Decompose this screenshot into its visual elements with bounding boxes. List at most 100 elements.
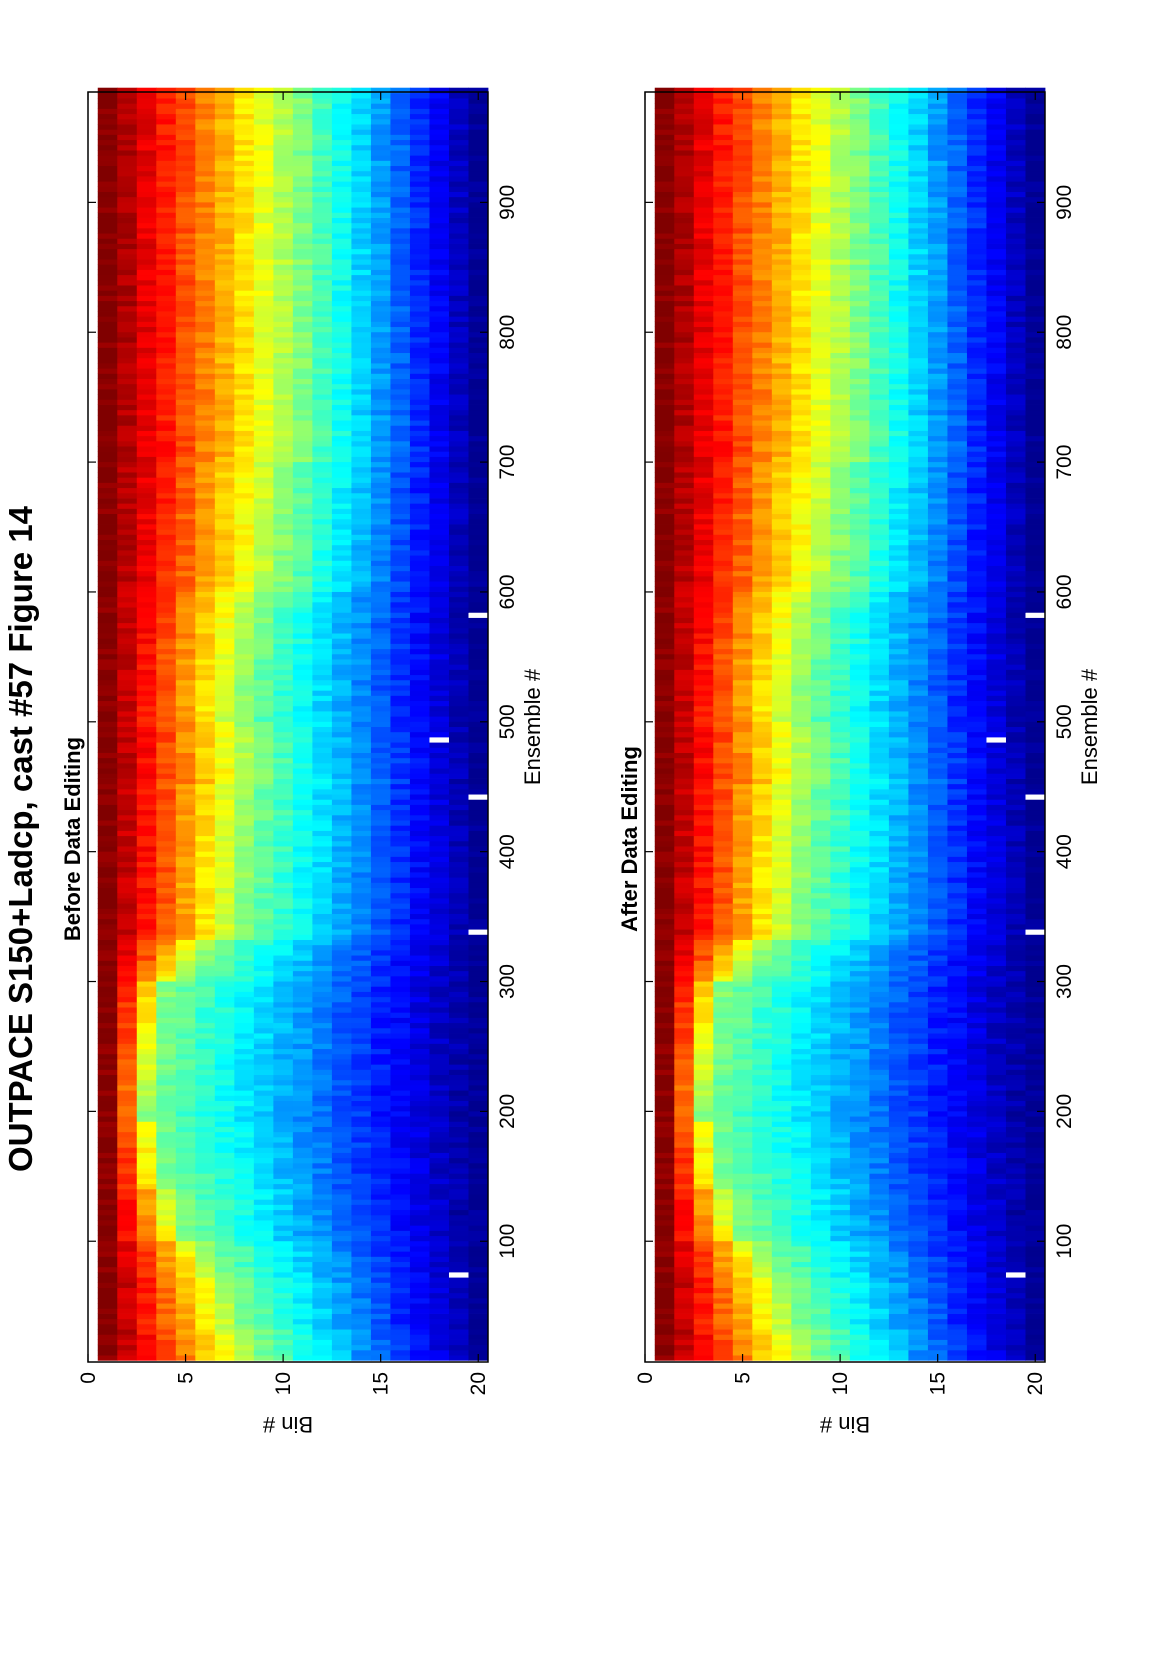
heatmap-cell bbox=[429, 1053, 450, 1060]
heatmap-cell bbox=[409, 1209, 430, 1216]
heatmap-cell bbox=[117, 835, 138, 842]
heatmap-cell bbox=[97, 970, 118, 977]
heatmap-cell bbox=[429, 337, 450, 343]
heatmap-cell bbox=[117, 212, 138, 218]
heatmap-cell bbox=[234, 227, 255, 234]
heatmap-cell bbox=[468, 155, 489, 161]
heatmap-cell bbox=[292, 103, 313, 109]
heatmap-cell bbox=[136, 1173, 157, 1179]
heatmap-cell bbox=[429, 1142, 450, 1148]
heatmap-cell bbox=[234, 1220, 255, 1226]
heatmap-cell bbox=[117, 316, 138, 322]
heatmap-cell bbox=[351, 170, 372, 177]
heatmap-cell bbox=[234, 1017, 255, 1024]
heatmap-cell bbox=[195, 139, 216, 146]
heatmap-cell bbox=[97, 586, 118, 592]
heatmap-cell bbox=[351, 1090, 372, 1096]
heatmap-cell bbox=[253, 388, 274, 395]
heatmap-cell bbox=[448, 1313, 469, 1320]
heatmap-cell bbox=[117, 700, 138, 707]
heatmap-cell bbox=[234, 825, 255, 831]
heatmap-cell bbox=[429, 191, 450, 198]
heatmap-cell bbox=[117, 1318, 138, 1325]
heatmap-cell bbox=[312, 685, 333, 691]
heatmap-cell bbox=[409, 103, 430, 109]
heatmap-cell bbox=[448, 627, 469, 634]
heatmap-cell bbox=[390, 321, 411, 328]
heatmap-cell bbox=[292, 783, 313, 790]
heatmap-cell bbox=[312, 150, 333, 156]
heatmap-cell bbox=[117, 877, 138, 883]
heatmap-cell bbox=[468, 264, 489, 270]
heatmap-cell bbox=[429, 492, 450, 499]
heatmap-cell bbox=[370, 939, 391, 946]
heatmap-cell bbox=[97, 274, 118, 281]
heatmap-cell bbox=[156, 1121, 177, 1127]
heatmap-cell bbox=[97, 981, 118, 987]
heatmap-cell bbox=[175, 601, 196, 608]
heatmap-cell bbox=[429, 809, 450, 816]
heatmap-cell bbox=[312, 1271, 333, 1278]
x-tick-label: 500 bbox=[496, 704, 519, 739]
heatmap-cell bbox=[195, 274, 216, 281]
heatmap-cell bbox=[273, 305, 294, 312]
heatmap-cell bbox=[429, 217, 450, 224]
heatmap-cell bbox=[136, 290, 157, 296]
heatmap-cell bbox=[429, 965, 450, 972]
heatmap-cell bbox=[390, 1126, 411, 1133]
heatmap-cell bbox=[156, 108, 177, 115]
heatmap-cell bbox=[234, 975, 255, 982]
heatmap-cell bbox=[136, 513, 157, 520]
heatmap-cell bbox=[331, 861, 352, 868]
heatmap-cell bbox=[312, 274, 333, 281]
heatmap-cell bbox=[409, 321, 430, 328]
heatmap-cell bbox=[370, 960, 391, 966]
heatmap-cell bbox=[175, 1001, 196, 1008]
heatmap-cell bbox=[175, 1287, 196, 1294]
heatmap-cell bbox=[331, 1204, 352, 1211]
heatmap-cell bbox=[429, 856, 450, 863]
heatmap-cell bbox=[195, 898, 216, 904]
heatmap-cell bbox=[312, 321, 333, 328]
heatmap-cell bbox=[370, 908, 391, 914]
heatmap-cell bbox=[869, 1349, 890, 1356]
heatmap-cell bbox=[273, 1277, 294, 1283]
heatmap-cell bbox=[468, 1121, 489, 1127]
heatmap-cell bbox=[195, 1329, 216, 1335]
heatmap-cell bbox=[312, 1142, 333, 1148]
heatmap-cell bbox=[409, 155, 430, 161]
heatmap-cell bbox=[97, 1121, 118, 1127]
heatmap-cell bbox=[273, 1085, 294, 1091]
heatmap-cell bbox=[195, 549, 216, 556]
heatmap-cell bbox=[429, 357, 450, 364]
heatmap-cell bbox=[136, 705, 157, 712]
heatmap-cell bbox=[312, 492, 333, 499]
heatmap-cell bbox=[468, 98, 489, 104]
heatmap-cell bbox=[195, 155, 216, 161]
heatmap-cell bbox=[409, 560, 430, 566]
heatmap-cell bbox=[448, 1147, 469, 1153]
heatmap-cell bbox=[156, 352, 177, 359]
heatmap-cell bbox=[97, 529, 118, 535]
heatmap-cell bbox=[351, 965, 372, 972]
heatmap-cell bbox=[97, 300, 118, 307]
heatmap-cell bbox=[175, 217, 196, 224]
heatmap-cell bbox=[468, 399, 489, 405]
heatmap-cell bbox=[136, 923, 157, 930]
heatmap-cell bbox=[429, 721, 450, 727]
heatmap-cell bbox=[448, 804, 469, 811]
heatmap-cell bbox=[292, 1256, 313, 1263]
heatmap-cell bbox=[331, 955, 352, 961]
heatmap-cell bbox=[390, 1027, 411, 1034]
heatmap-cell bbox=[175, 1105, 196, 1112]
heatmap-cell bbox=[273, 1287, 294, 1294]
heatmap-cell bbox=[136, 1297, 157, 1304]
heatmap-cell bbox=[370, 591, 391, 598]
heatmap-cell bbox=[234, 482, 255, 489]
heatmap-cell bbox=[97, 757, 118, 764]
heatmap-cell bbox=[409, 944, 430, 951]
heatmap-cell bbox=[468, 186, 489, 192]
heatmap-cell bbox=[214, 622, 235, 629]
heatmap-cell bbox=[136, 939, 157, 946]
heatmap-cell bbox=[253, 399, 274, 405]
